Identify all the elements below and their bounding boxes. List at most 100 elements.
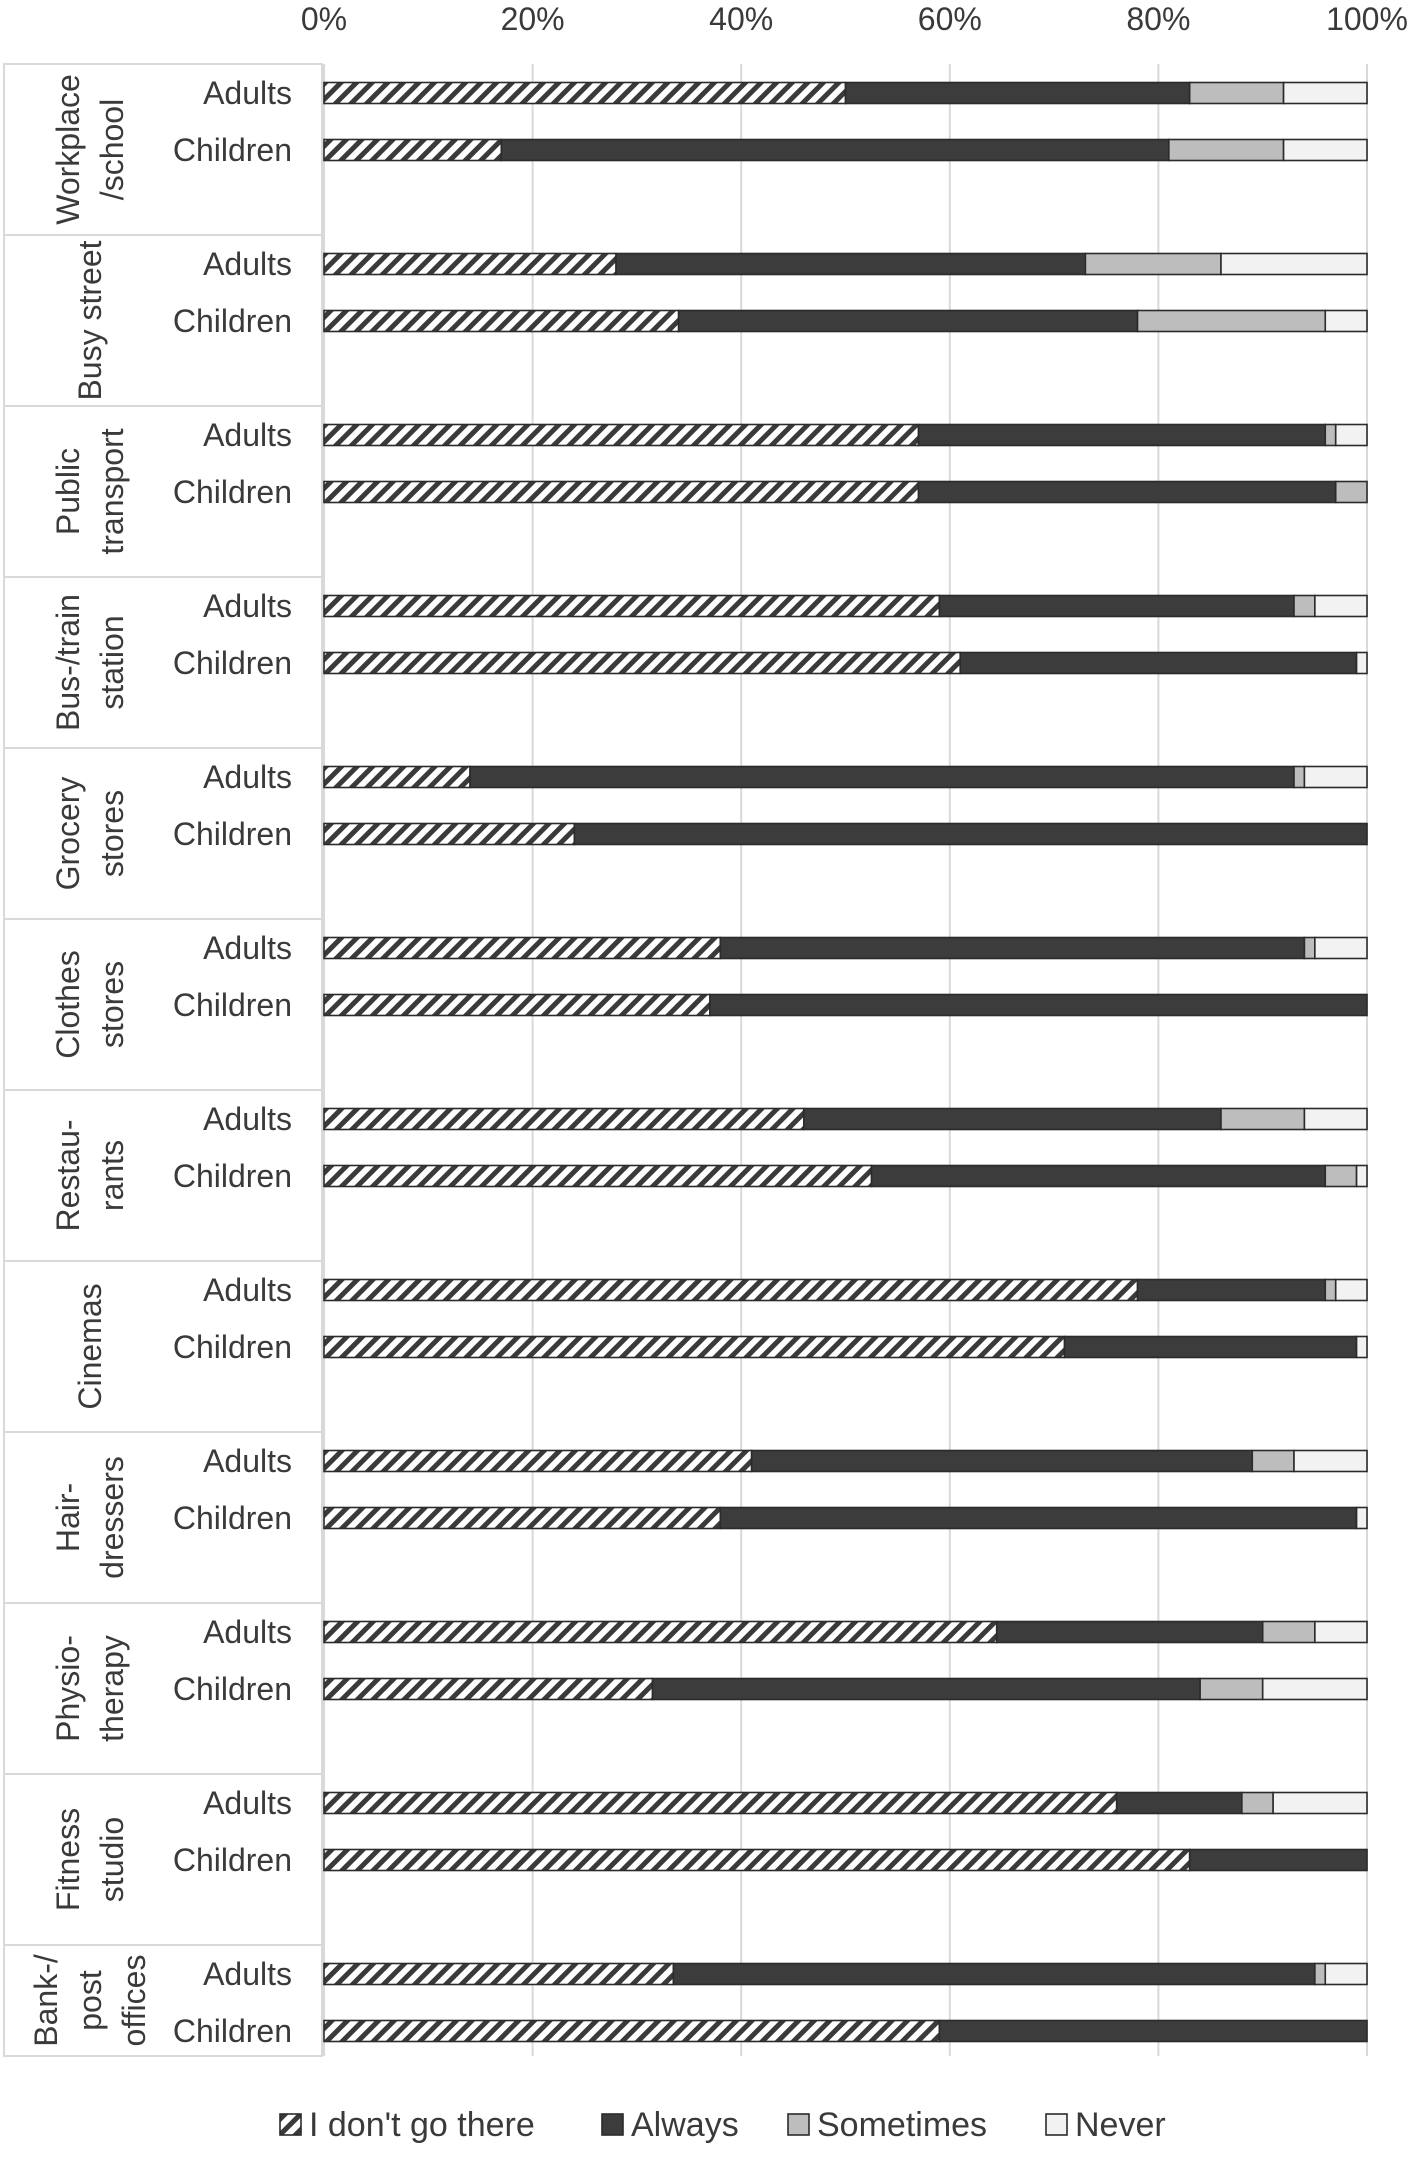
row-label: Adults: [203, 930, 292, 966]
bar-segment: [1324, 423, 1337, 447]
category-label-line: Busy street: [72, 240, 108, 400]
category-label: Busy street: [72, 240, 108, 400]
category-label-line: /school: [94, 99, 130, 200]
row-label: Adults: [203, 588, 292, 624]
bar-segment: [323, 480, 920, 504]
row-label: Children: [173, 1158, 292, 1194]
bar-segment: [323, 1677, 654, 1701]
bar-segment: [323, 309, 680, 333]
bar-segment: [500, 138, 1170, 162]
bar-segment: [1136, 309, 1327, 333]
row-label: Children: [173, 816, 292, 852]
row-label: Children: [173, 1500, 292, 1536]
category-label: Grocery stores: [50, 777, 130, 891]
bar-segment: [323, 81, 847, 105]
category-label-line: Clothes: [50, 950, 86, 1059]
bar-segment: [1282, 81, 1368, 105]
bar-segment: [959, 651, 1358, 675]
bar-segment: [1303, 1107, 1368, 1131]
category-label-line: Fitness: [50, 1808, 86, 1911]
bar-segment: [323, 1335, 1066, 1359]
bar-segment: [672, 1962, 1316, 1986]
bar-segment: [1314, 594, 1368, 618]
x-tick-label: 20%: [501, 1, 565, 37]
bar-segment: [1355, 651, 1368, 675]
row-label: Adults: [203, 1443, 292, 1479]
x-tick-label: 40%: [709, 1, 773, 37]
category-label: Bus-/train station: [50, 594, 130, 731]
legend-label: I don't go there: [309, 2106, 535, 2144]
legend-swatch: [1045, 2113, 1068, 2136]
bar-segment: [323, 993, 711, 1017]
row-label: Children: [173, 474, 292, 510]
category-label: Bank-/post offices: [28, 1954, 152, 2047]
bar-segment: [323, 594, 941, 618]
category-label-line: therapy: [94, 1635, 130, 1742]
bar-segment: [1303, 936, 1316, 960]
category-label-line: transport: [94, 428, 130, 554]
row-label: Children: [173, 987, 292, 1023]
bar-segment: [1324, 1164, 1358, 1188]
x-tick-label: 0%: [301, 1, 347, 37]
row-label: Children: [173, 1842, 292, 1878]
bar-segment: [1115, 1791, 1243, 1815]
bar-segment: [709, 993, 1368, 1017]
legend-label: Never: [1075, 2106, 1166, 2144]
bar-segment: [573, 822, 1368, 846]
category-label-line: studio: [94, 1817, 130, 1902]
bars: [323, 81, 1368, 2043]
bar-segment: [719, 1506, 1358, 1530]
row-label: Adults: [203, 417, 292, 453]
category-label-line: stores: [94, 961, 130, 1048]
bar-segment: [1293, 1449, 1368, 1473]
bar-segment: [1261, 1677, 1368, 1701]
category-label-line: post: [72, 1970, 108, 2031]
bar-segment: [323, 822, 576, 846]
category-label-line: Bank-/: [28, 1954, 64, 2047]
row-label: Children: [173, 1329, 292, 1365]
bar-segment: [1220, 252, 1368, 276]
category-label-line: offices: [116, 1955, 152, 2047]
bar-segment: [323, 765, 471, 789]
bar-segment: [615, 252, 1087, 276]
bar-segment: [1293, 594, 1316, 618]
bar-segment: [1282, 138, 1368, 162]
bar-segment: [1063, 1335, 1358, 1359]
row-label: Children: [173, 2013, 292, 2049]
category-label-line: dressers: [94, 1456, 130, 1579]
category-label-line: Bus-/train: [50, 594, 86, 731]
bar-segment: [323, 1107, 805, 1131]
row-label: Adults: [203, 1956, 292, 1992]
bar-segment: [1334, 423, 1368, 447]
bar-segment: [938, 594, 1295, 618]
category-label: Clothes stores: [50, 950, 130, 1059]
row-label: Adults: [203, 1614, 292, 1650]
bar-segment: [1303, 765, 1368, 789]
bar-segment: [323, 252, 617, 276]
bar-segment: [323, 1620, 998, 1644]
bar-segment: [323, 1164, 873, 1188]
x-tick-label: 80%: [1126, 1, 1190, 37]
bar-segment: [1188, 1848, 1368, 1872]
category-label-line: Hair-: [50, 1483, 86, 1552]
category-label-line: Restau-: [50, 1119, 86, 1231]
bar-segment: [323, 1962, 675, 1986]
bar-segment: [1220, 1107, 1306, 1131]
bar-segment: [844, 81, 1191, 105]
bar-segment: [1334, 480, 1368, 504]
bar-segment: [1355, 1335, 1368, 1359]
bar-segment: [1136, 1278, 1327, 1302]
row-label: Children: [173, 1671, 292, 1707]
category-panels: Workplace/school Adults Children Busy stree…: [3, 63, 323, 2057]
category-label-line: stores: [94, 790, 130, 877]
row-label: Adults: [203, 1785, 292, 1821]
bar-segment: [1324, 309, 1368, 333]
row-label: Children: [173, 132, 292, 168]
category-label-line: Public: [50, 448, 86, 535]
row-label: Adults: [203, 246, 292, 282]
bar-segment: [1355, 1506, 1368, 1530]
legend-swatch: [279, 2113, 302, 2136]
x-axis-ticks: 0% 20% 40% 60% 80% 100%: [301, 1, 1408, 37]
category-label: Cinemas: [72, 1283, 108, 1409]
